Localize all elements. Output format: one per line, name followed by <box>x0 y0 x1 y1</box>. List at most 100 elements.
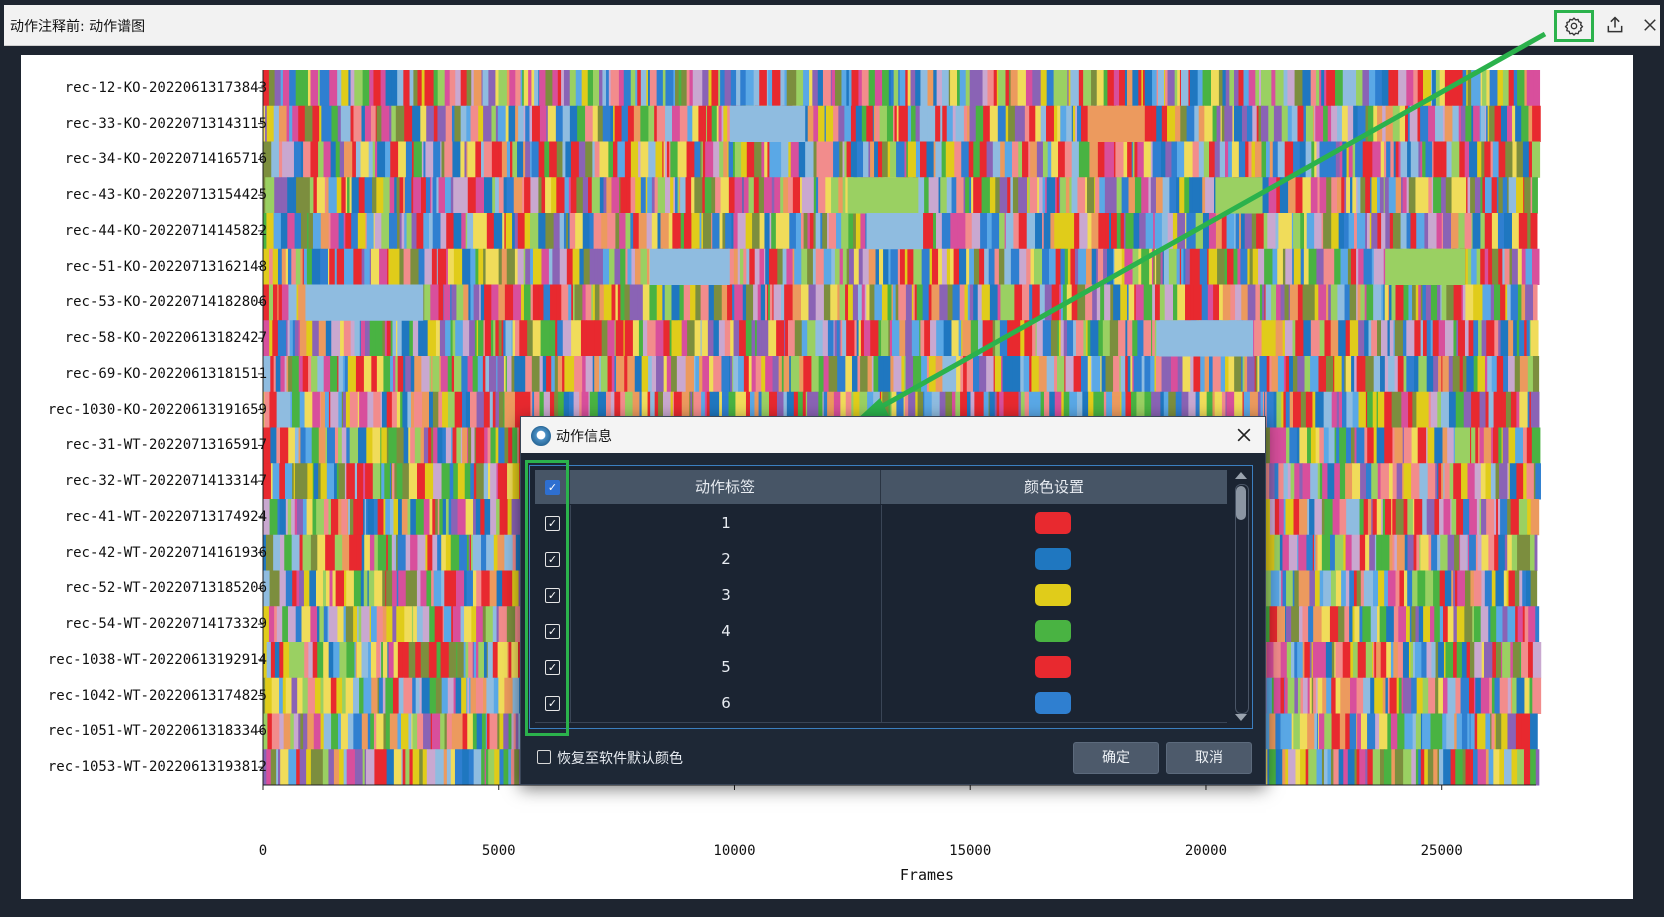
heatmap-segment <box>569 213 576 250</box>
heatmap-segment <box>397 213 401 250</box>
heatmap-segment <box>412 713 418 750</box>
heatmap-segment <box>1403 499 1408 536</box>
heatmap-segment <box>1491 177 1498 214</box>
export-button[interactable] <box>1600 11 1630 39</box>
heatmap-segment <box>940 177 948 214</box>
heatmap-segment <box>1030 248 1035 285</box>
heatmap-segment <box>980 213 988 250</box>
heatmap-segment <box>957 213 966 250</box>
heatmap-segment <box>1484 642 1493 679</box>
heatmap-segment <box>1263 105 1269 142</box>
heatmap-segment <box>279 677 284 714</box>
heatmap-segment <box>342 534 350 571</box>
heatmap-segment <box>278 141 283 178</box>
heatmap-segment <box>1071 141 1080 178</box>
heatmap-segment <box>1341 570 1347 607</box>
heatmap-segment <box>428 213 434 250</box>
heatmap-segment <box>343 320 352 357</box>
heatmap-segment <box>307 463 314 500</box>
heatmap-segment <box>408 677 413 714</box>
heatmap-segment <box>799 356 804 393</box>
heatmap-segment <box>551 177 557 214</box>
heatmap-segment <box>1277 427 1287 464</box>
heatmap-segment <box>1454 534 1460 571</box>
heatmap-segment <box>294 427 300 464</box>
heatmap-segment <box>525 141 531 178</box>
heatmap-segment <box>391 105 397 142</box>
heatmap-segment <box>263 177 266 214</box>
heatmap-segment <box>515 534 522 571</box>
heatmap-segment <box>511 499 520 536</box>
heatmap-segment <box>1396 677 1400 714</box>
heatmap-segment <box>507 570 513 607</box>
heatmap-segment <box>365 213 368 250</box>
close-window-button[interactable] <box>1635 11 1664 39</box>
heatmap-segment <box>644 248 648 285</box>
heatmap-segment <box>761 141 765 178</box>
heatmap-segment <box>649 284 658 321</box>
heatmap-segment <box>436 642 442 679</box>
heatmap-segment <box>743 177 750 214</box>
heatmap-segment <box>790 356 800 393</box>
heatmap-segment <box>295 70 304 107</box>
heatmap-segment <box>1091 213 1099 250</box>
heatmap-segment <box>866 105 874 142</box>
heatmap-segment <box>586 320 595 357</box>
heatmap-segment <box>851 70 860 107</box>
heatmap-segment <box>1425 141 1433 178</box>
heatmap-segment <box>282 499 287 536</box>
heatmap-segment <box>845 356 853 393</box>
heatmap-segment <box>1279 499 1285 536</box>
heatmap-segment <box>1430 391 1438 428</box>
heatmap-segment <box>1228 141 1233 178</box>
heatmap-segment <box>368 570 375 607</box>
heatmap-segment <box>1029 105 1036 142</box>
heatmap-segment <box>1226 213 1235 250</box>
heatmap-segment <box>1498 248 1503 285</box>
heatmap-segment <box>344 463 347 500</box>
heatmap-segment <box>443 606 452 643</box>
heatmap-segment <box>1461 463 1469 500</box>
heatmap-segment <box>1089 141 1099 178</box>
heatmap-segment <box>1453 463 1462 500</box>
heatmap-segment <box>512 427 518 464</box>
heatmap-segment <box>280 427 289 464</box>
heatmap-segment <box>539 105 547 142</box>
heatmap-segment <box>1066 105 1073 142</box>
heatmap-segment <box>1512 677 1518 714</box>
heatmap-segment <box>1505 391 1512 428</box>
heatmap-segment <box>1392 213 1402 250</box>
heatmap-segment <box>319 70 327 107</box>
heatmap-segment <box>546 356 552 393</box>
heatmap-segment <box>1050 320 1059 357</box>
heatmap-segment <box>1305 141 1312 178</box>
heatmap-segment <box>1465 105 1472 142</box>
heatmap-segment <box>610 105 614 142</box>
heatmap-segment <box>757 284 762 321</box>
heatmap-segment <box>1324 499 1334 536</box>
settings-button[interactable] <box>1554 10 1594 42</box>
heatmap-segment <box>1090 320 1099 357</box>
heatmap-segment <box>783 356 790 393</box>
heatmap-segment <box>1457 177 1467 214</box>
heatmap-segment <box>485 713 488 750</box>
heatmap-segment <box>800 284 810 321</box>
heatmap-segment <box>508 642 512 679</box>
heatmap-segment <box>1114 70 1120 107</box>
heatmap-segment <box>981 284 991 321</box>
heatmap-segment <box>654 391 659 428</box>
heatmap-segment <box>310 141 319 178</box>
heatmap-segment <box>322 570 327 607</box>
heatmap-segment <box>1393 642 1399 679</box>
heatmap-segment <box>263 427 272 464</box>
heatmap-segment <box>615 320 625 357</box>
heatmap-segment <box>1215 213 1223 250</box>
heatmap-segment <box>1391 284 1397 321</box>
heatmap-segment <box>303 248 308 285</box>
heatmap-segment <box>313 713 322 750</box>
heatmap-segment <box>282 70 290 107</box>
heatmap-segment <box>463 284 470 321</box>
heatmap-segment <box>568 356 575 393</box>
heatmap-segment <box>403 356 406 393</box>
heatmap-segment <box>1152 141 1162 178</box>
